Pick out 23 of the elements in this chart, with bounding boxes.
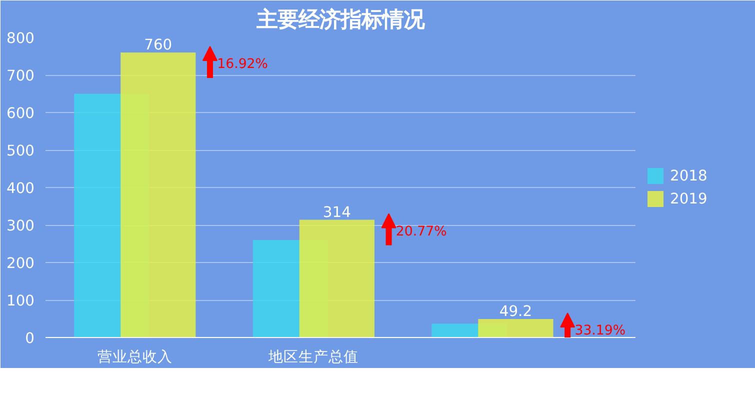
annotation: 20.77% [396,224,447,240]
data-label: 49.2 [499,303,532,320]
y-tick-label: 600 [6,105,35,122]
legend-label: 2018 [670,167,708,184]
data-label: 760 [144,36,172,54]
chart-title: 主要经济指标情况 [256,8,426,32]
y-tick-label: 400 [6,180,35,197]
y-tick-label: 800 [6,30,35,47]
bar [299,220,374,338]
bar [478,319,554,338]
y-tick-label: 200 [6,255,35,272]
annotation: 16.92% [217,57,268,72]
x-tick-label: 地区生产总值 [268,348,359,366]
y-tick-label: 0 [25,330,35,347]
data-label: 314 [322,204,351,221]
y-tick-label: 700 [6,68,35,84]
y-tick-label: 500 [6,142,35,160]
y-tick-label: 300 [6,218,35,234]
annotation: 33.19% [574,324,626,339]
bar [120,52,196,338]
y-tick-label: 100 [6,292,35,310]
legend-label: 2019 [670,190,708,207]
x-tick-label: 营业总收入 [97,348,172,366]
